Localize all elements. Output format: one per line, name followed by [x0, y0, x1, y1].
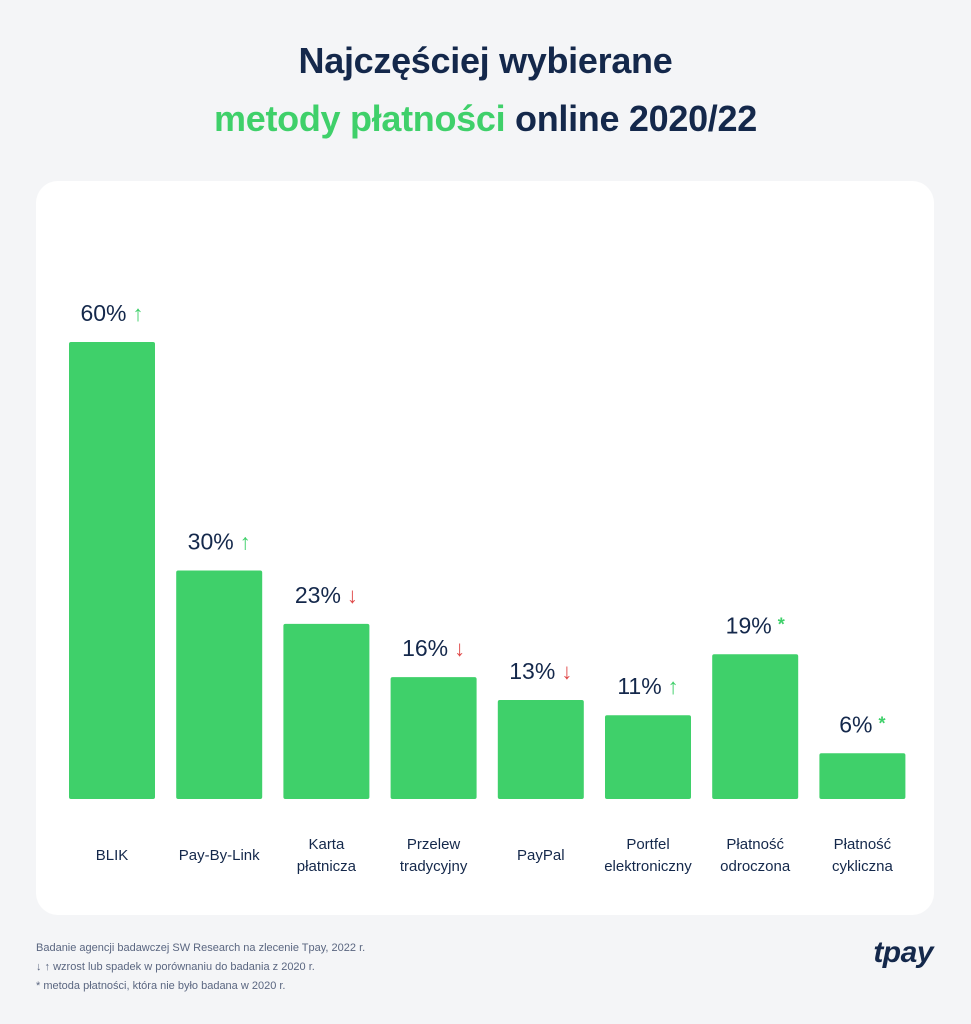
footnotes: Badanie agencji badawczej SW Research na… — [36, 939, 365, 996]
chart-title-line-2: metody płatności online 2020/22 — [0, 98, 971, 140]
chart-title-line-1: Najczęściej wybierane — [298, 40, 673, 81]
bar-4 — [497, 699, 584, 799]
bar-value-label-7: 6% * — [839, 711, 885, 737]
category-label-0: BLIK — [96, 847, 129, 864]
bar-value-label-6: 19% * — [726, 612, 785, 638]
footnote-source: Badanie agencji badawczej SW Research na… — [36, 942, 366, 954]
bar-6 — [712, 654, 799, 799]
trend-indicator-1: ↑ — [240, 530, 251, 555]
trend-indicator-4: ↓ — [561, 659, 572, 684]
footnote-trend-legend: ↓ ↑ wzrost lub spadek w porównaniu do ba… — [36, 961, 315, 973]
bar-chart: 60% ↑ BLIK 30% ↑ Pay-By-Link 23% ↓ Karta płatnicz… — [69, 300, 906, 875]
bar-value-label-4: 13% ↓ — [509, 658, 572, 684]
trend-indicator-7: * — [879, 713, 886, 733]
chart-card: 60% ↑ BLIK 30% ↑ Pay-By-Link 23% ↓ Karta płatnicz… — [36, 181, 934, 915]
bar-value-label-0: 60% ↑ — [80, 300, 143, 326]
bar-value-label-5: 11% ↑ — [617, 673, 678, 699]
category-label-5: Portfel elektroniczny — [604, 836, 692, 875]
category-label-6: Płatność odroczona — [720, 836, 791, 875]
footnote-new-method: * metoda płatności, która nie było badan… — [36, 980, 286, 992]
trend-indicator-0: ↑ — [133, 301, 144, 326]
category-label-1: Pay-By-Link — [179, 847, 260, 864]
bar-5 — [605, 715, 691, 799]
chart-title-accent: metody płatności — [214, 98, 506, 139]
bar-0 — [69, 342, 155, 799]
tpay-logo: tpay — [873, 936, 933, 969]
trend-indicator-5: ↑ — [668, 674, 679, 699]
category-label-3: Przelew tradycyjny — [400, 836, 468, 875]
bar-3 — [390, 677, 477, 799]
category-label-2: Karta płatnicza — [297, 836, 357, 875]
bar-value-label-1: 30% ↑ — [188, 529, 251, 555]
trend-indicator-2: ↓ — [347, 583, 358, 608]
bar-2 — [283, 623, 370, 799]
bar-1 — [176, 570, 263, 799]
bar-value-label-3: 16% ↓ — [402, 635, 465, 661]
chart-title-rest: online 2020/22 — [505, 98, 757, 139]
bar-value-label-2: 23% ↓ — [295, 582, 358, 608]
bar-7 — [819, 753, 906, 799]
category-label-7: Płatność cykliczna — [832, 836, 894, 875]
trend-indicator-6: * — [778, 614, 785, 634]
category-label-4: PayPal — [517, 847, 565, 864]
trend-indicator-3: ↓ — [454, 636, 465, 661]
